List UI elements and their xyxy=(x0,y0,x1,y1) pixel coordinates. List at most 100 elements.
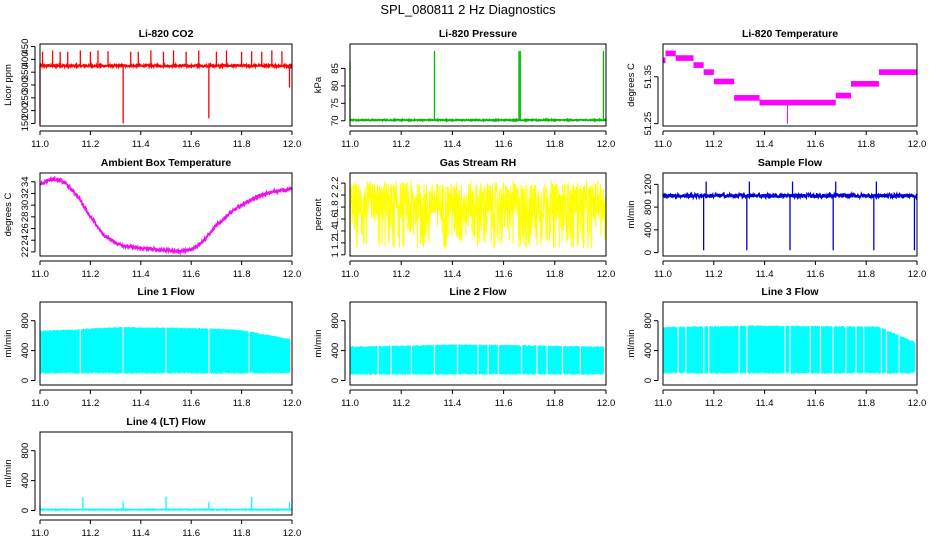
series-6 xyxy=(662,181,918,251)
y-tick-label: 350 xyxy=(20,64,31,80)
x-tick-label: 11.0 xyxy=(654,139,672,150)
series-4 xyxy=(39,175,293,256)
y-tick-label: 0 xyxy=(20,508,31,513)
series-fill xyxy=(662,325,915,374)
series-10 xyxy=(39,496,293,512)
y-tick-label: 85 xyxy=(330,63,341,74)
x-tick-label: 11.8 xyxy=(546,139,564,150)
y-tick-label: 1.6 xyxy=(330,212,341,225)
x-tick-label: 12.0 xyxy=(908,139,927,150)
y-tick-label: 2.2 xyxy=(330,177,341,190)
y-tick-label: 1200 xyxy=(643,174,654,195)
y-tick-label: 400 xyxy=(20,51,31,67)
y-axis-label: degrees C xyxy=(3,192,14,236)
series-band xyxy=(713,78,735,85)
y-axis-label: kPa xyxy=(313,76,324,93)
panel-title: Ambient Box Temperature xyxy=(101,157,232,169)
x-tick-label: 12.0 xyxy=(597,398,616,409)
series-band xyxy=(703,69,714,75)
y-tick-label: 250 xyxy=(20,90,31,106)
x-tick-label: 12.0 xyxy=(597,269,616,280)
series-3 xyxy=(663,50,917,124)
panel-title: Line 3 Flow xyxy=(761,286,819,298)
x-tick-label: 11.6 xyxy=(495,269,513,280)
x-tick-label: 11.6 xyxy=(182,398,200,409)
panel-9: Line 3 Flow ml/min 11.0 11.2 11.4 11.6 11.8 12.… xyxy=(626,286,926,409)
x-tick-label: 11.2 xyxy=(82,269,100,280)
y-tick-label: 1.2 xyxy=(330,236,341,249)
x-tick-label: 11.6 xyxy=(182,139,200,150)
series-band xyxy=(675,55,694,61)
y-tick-label: 400 xyxy=(643,343,654,359)
plot-frame xyxy=(662,172,918,257)
x-tick-label: 11.6 xyxy=(807,139,825,150)
panel-title: Line 2 Flow xyxy=(449,286,507,298)
x-tick-label: 12.0 xyxy=(597,139,616,150)
series-band xyxy=(665,50,676,57)
x-tick-label: 11.0 xyxy=(31,398,49,409)
panel-title: Line 1 Flow xyxy=(137,286,195,298)
x-tick-label: 11.8 xyxy=(233,528,251,539)
plot-frame xyxy=(39,43,293,127)
x-tick-label: 11.2 xyxy=(392,398,410,409)
x-tick-label: 11.4 xyxy=(132,139,150,150)
y-axis-label: percent xyxy=(313,198,324,230)
y-tick-label: 800 xyxy=(20,443,31,459)
x-tick-label: 12.0 xyxy=(283,528,302,539)
x-tick-label: 11.2 xyxy=(82,528,100,539)
series-band xyxy=(759,99,836,106)
series-band xyxy=(734,95,760,101)
y-tick-label: 800 xyxy=(643,313,654,329)
y-axis-label: degrees C xyxy=(626,63,637,107)
x-tick-label: 11.0 xyxy=(341,269,359,280)
y-tick-label: 75 xyxy=(330,98,341,109)
x-tick-label: 11.0 xyxy=(341,139,359,150)
x-tick-label: 11.4 xyxy=(444,269,462,280)
series-line xyxy=(39,61,293,70)
x-tick-label: 11.8 xyxy=(546,269,564,280)
y-tick-label: 24 xyxy=(20,235,31,246)
y-tick-label: 30 xyxy=(20,200,31,211)
panel-title: Line 4 (LT) Flow xyxy=(126,416,206,428)
y-tick-label: 400 xyxy=(643,222,654,238)
y-tick-label: 800 xyxy=(643,199,654,215)
plot-frame xyxy=(349,43,607,127)
panel-2: Li-820 Pressure kPa 11.0 11.2 11.4 11.6 11.8 12… xyxy=(313,28,615,150)
panel-4: Ambient Box Temperature degrees C 11.0 11.2… xyxy=(3,157,301,280)
y-tick-label: 70 xyxy=(330,115,341,126)
panel-title: Li-820 Pressure xyxy=(439,28,517,40)
panel-10: Line 4 (LT) Flow ml/min 11.0 11.2 11.4 11.6 11… xyxy=(3,416,301,539)
plot-frame xyxy=(349,172,607,257)
x-tick-label: 11.4 xyxy=(444,398,462,409)
x-tick-label: 11.6 xyxy=(807,269,825,280)
series-line xyxy=(349,180,607,249)
x-tick-label: 11.0 xyxy=(31,269,49,280)
panel-3: Li-820 Temperature degrees C 11.0 11.2 11.4 1… xyxy=(626,28,926,150)
panel-title: Sample Flow xyxy=(758,157,823,169)
series-band xyxy=(693,62,704,68)
series-line xyxy=(39,175,293,256)
y-tick-label: 26 xyxy=(20,223,31,234)
figure-title: SPL_080811 2 Hz Diagnostics xyxy=(380,2,556,17)
y-tick-label: 0 xyxy=(330,378,341,383)
y-tick-label: 1.8 xyxy=(330,200,341,213)
y-tick-label: 800 xyxy=(330,313,341,329)
series-9 xyxy=(662,323,915,376)
x-tick-label: 11.6 xyxy=(495,398,513,409)
series-band xyxy=(850,81,879,87)
panel-7: Line 1 Flow ml/min 11.0 11.2 11.4 11.6 11.8 12.… xyxy=(3,286,301,409)
x-tick-label: 11.2 xyxy=(82,398,100,409)
x-tick-label: 11.2 xyxy=(705,139,723,150)
y-axis-label: ml/min xyxy=(313,330,324,358)
y-tick-label: 51.25 xyxy=(643,112,654,136)
y-tick-label: 200 xyxy=(20,103,31,119)
y-axis-label: ml/min xyxy=(3,330,14,358)
y-axis-label: Licor ppm xyxy=(3,64,14,106)
x-tick-label: 12.0 xyxy=(908,269,927,280)
panel-8: Line 2 Flow ml/min 11.0 11.2 11.4 11.6 11.8 12.… xyxy=(313,286,615,409)
series-fill xyxy=(349,344,604,375)
x-tick-label: 11.8 xyxy=(857,139,875,150)
x-tick-label: 12.0 xyxy=(908,398,927,409)
y-tick-label: 34 xyxy=(20,176,31,187)
